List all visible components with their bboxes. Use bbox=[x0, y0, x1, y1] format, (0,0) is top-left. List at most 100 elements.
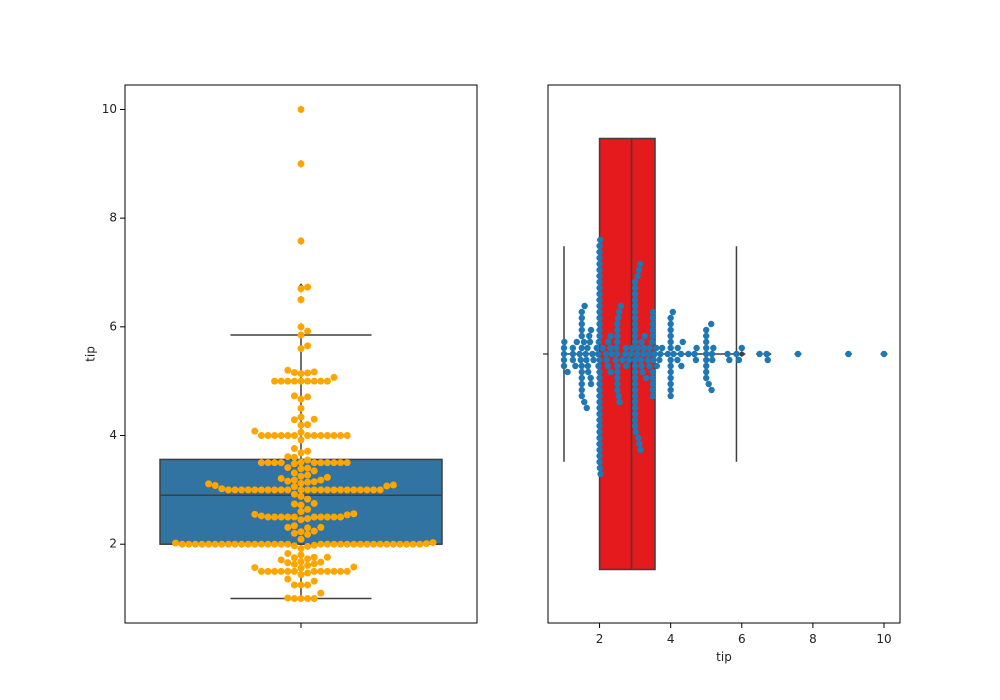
left-swarm-point bbox=[304, 542, 312, 550]
right-swarm-point bbox=[635, 266, 643, 274]
right-swarm-point bbox=[596, 368, 603, 376]
left-swarm-point bbox=[277, 377, 285, 385]
right-x-axis-label: tip bbox=[716, 650, 732, 664]
right-swarm-point bbox=[616, 398, 623, 406]
left-swarm-point bbox=[330, 459, 338, 467]
right-swarm-point bbox=[637, 356, 644, 364]
right-swarm-point bbox=[632, 428, 640, 436]
right-swarm-point bbox=[607, 332, 614, 340]
right-swarm-point bbox=[596, 278, 603, 286]
left-swarm-point bbox=[257, 512, 265, 520]
right-swarm-point bbox=[625, 356, 633, 364]
right-swarm-point bbox=[578, 344, 585, 352]
left-swarm-point bbox=[290, 476, 298, 484]
right-swarm-point bbox=[560, 356, 568, 364]
left-swarm-point bbox=[304, 515, 312, 523]
left-swarm-point bbox=[323, 567, 331, 575]
left-swarm-point bbox=[297, 331, 305, 339]
left-swarm-point bbox=[277, 513, 285, 521]
right-swarm-point bbox=[634, 272, 641, 280]
right-swarm-point bbox=[613, 344, 620, 352]
right-swarm-point bbox=[631, 362, 639, 370]
left-swarm-point bbox=[323, 486, 331, 494]
left-swarm-point bbox=[304, 421, 312, 429]
left-swarm-point bbox=[343, 511, 351, 519]
right-swarm-point bbox=[651, 350, 658, 358]
left-swarm-point bbox=[304, 283, 312, 291]
left-swarm-point bbox=[350, 486, 358, 494]
right-swarm-point bbox=[631, 356, 639, 364]
left-swarm-point bbox=[297, 492, 305, 500]
left-swarm-point bbox=[350, 563, 358, 571]
left-swarm-point bbox=[330, 540, 338, 548]
left-swarm-point bbox=[211, 540, 219, 548]
left-swarm-point bbox=[284, 464, 292, 472]
right-swarm-point bbox=[667, 386, 674, 394]
right-swarm-point bbox=[587, 326, 595, 334]
left-swarm-point bbox=[317, 377, 325, 385]
left-swarm-point bbox=[297, 528, 305, 536]
right-swarm-point bbox=[596, 356, 603, 364]
left-y-ticks: 2 4 6 8 10 bbox=[102, 102, 125, 551]
right-swarm-point bbox=[596, 260, 603, 268]
right-swarm-point bbox=[614, 386, 621, 394]
right-swarm-point bbox=[667, 332, 674, 340]
right-swarm-point bbox=[577, 356, 584, 364]
left-swarm-point bbox=[317, 486, 325, 494]
left-swarm-point bbox=[290, 377, 298, 385]
right-swarm-point bbox=[569, 356, 577, 364]
right-swarm-point bbox=[631, 422, 639, 430]
right-swarm-point bbox=[649, 386, 657, 394]
left-swarm-point bbox=[290, 490, 298, 498]
right-swarm-point bbox=[615, 392, 622, 400]
right-swarm-point bbox=[646, 344, 653, 352]
right-swarm-point bbox=[638, 338, 645, 346]
right-swarm-point bbox=[708, 350, 716, 358]
right-swarm-point bbox=[708, 320, 715, 328]
right-swarm-point bbox=[596, 314, 603, 322]
left-swarm-point bbox=[304, 456, 312, 464]
right-swarm-point bbox=[596, 410, 603, 418]
left-swarm-point bbox=[264, 432, 272, 440]
left-swarm-point bbox=[277, 432, 285, 440]
left-swarm-point bbox=[290, 542, 298, 550]
right-panel: 2 4 6 8 10 tip bbox=[543, 84, 901, 664]
right-swarm-point bbox=[602, 350, 610, 358]
left-swarm-point bbox=[284, 432, 292, 440]
left-swarm-point bbox=[310, 377, 318, 385]
right-swarm-point bbox=[631, 290, 639, 298]
left-swarm-point bbox=[343, 459, 351, 467]
right-swarm-point bbox=[596, 320, 603, 328]
left-swarm-point bbox=[297, 465, 305, 473]
right-swarm-point bbox=[631, 416, 639, 424]
left-swarm-point bbox=[264, 567, 272, 575]
left-swarm-point bbox=[297, 436, 305, 444]
left-swarm-point bbox=[257, 567, 265, 575]
left-swarm-point bbox=[297, 535, 305, 543]
left-swarm-point bbox=[185, 540, 193, 548]
left-swarm-point bbox=[290, 453, 298, 461]
left-swarm-point bbox=[297, 458, 305, 466]
right-swarm-point bbox=[596, 332, 603, 340]
right-swarm-point bbox=[674, 356, 681, 364]
right-swarm-point bbox=[560, 362, 568, 370]
right-swarm-point bbox=[596, 434, 603, 442]
right-swarm-point bbox=[578, 362, 585, 370]
right-swarm-point bbox=[667, 368, 674, 376]
right-swarm-point bbox=[580, 338, 588, 346]
right-swarm-point bbox=[619, 356, 626, 364]
left-swarm-point bbox=[257, 486, 265, 494]
right-swarm-point bbox=[561, 338, 568, 346]
left-swarm-point bbox=[297, 413, 305, 421]
right-swarm-point bbox=[599, 344, 606, 352]
right-swarm-point bbox=[578, 380, 585, 388]
right-swarm-point bbox=[589, 350, 596, 358]
left-swarm-point bbox=[310, 432, 318, 440]
left-swarm-point bbox=[271, 540, 279, 548]
left-swarm-point bbox=[244, 486, 252, 494]
right-swarm-point bbox=[649, 332, 657, 340]
right-swarm-point bbox=[590, 356, 597, 364]
right-swarm-point bbox=[631, 326, 639, 334]
right-swarm-point bbox=[631, 392, 639, 400]
left-swarm-point bbox=[304, 569, 312, 577]
